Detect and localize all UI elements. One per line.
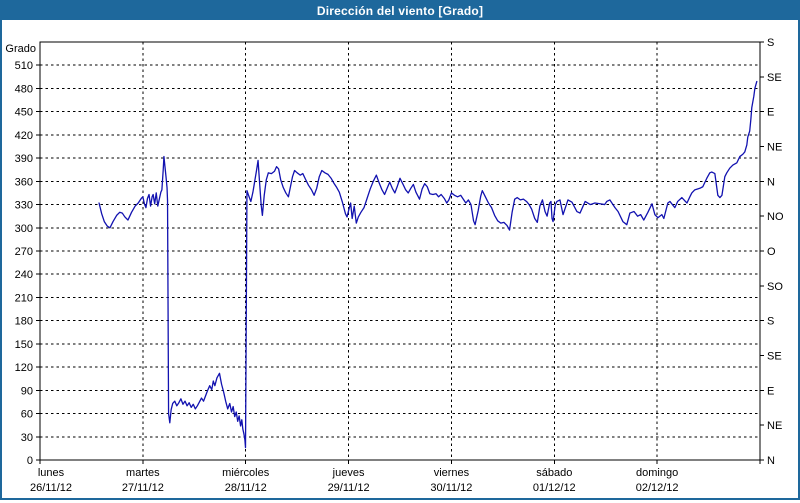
title-bar: Dirección del viento [Grado]: [2, 2, 798, 20]
compass-label: SE: [767, 72, 782, 84]
y-tick-label: 120: [15, 362, 33, 374]
date-label: 26/11/12: [30, 482, 72, 494]
compass-label: NE: [767, 142, 782, 154]
y-tick-label: 480: [15, 83, 33, 95]
date-label: 30/11/12: [430, 482, 472, 494]
y-tick-label: 90: [21, 385, 33, 397]
y-tick-label: 30: [21, 432, 33, 444]
y-tick-label: 510: [15, 60, 33, 72]
compass-label: N: [767, 176, 775, 188]
day-label: miércoles: [222, 467, 270, 479]
y-tick-label: 0: [27, 455, 33, 467]
wind-direction-line: [98, 80, 758, 449]
y-tick-label: 270: [15, 246, 33, 258]
day-label: viernes: [434, 467, 470, 479]
date-label: 28/11/12: [225, 482, 267, 494]
y-tick-label: 60: [21, 409, 33, 421]
compass-label: E: [767, 385, 774, 397]
chart-canvas: 0 30 60 90 120 150 180 210 240 270 300 330 360 390 420…: [5, 37, 784, 494]
y-tick-label: 330: [15, 200, 33, 212]
y-axis-title: Grado: [5, 43, 36, 55]
compass-label: S: [767, 37, 774, 49]
y-tick-label: 360: [15, 176, 33, 188]
chart-title: Dirección del viento [Grado]: [316, 4, 484, 18]
day-label: lunes: [38, 467, 65, 479]
day-label: martes: [126, 467, 160, 479]
compass-label: N: [767, 455, 775, 467]
day-label: jueves: [332, 467, 365, 479]
y-tick-label: 150: [15, 339, 33, 351]
compass-label: O: [767, 246, 776, 258]
y-tick-label: 180: [15, 316, 33, 328]
y-tick-label: 300: [15, 223, 33, 235]
y-tick-label: 390: [15, 153, 33, 165]
date-label: 01/12/12: [533, 482, 576, 494]
date-label: 27/11/12: [122, 482, 164, 494]
y-tick-label: 450: [15, 107, 33, 119]
chart-area: 0 30 60 90 120 150 180 210 240 270 300 330 360 390 420…: [2, 20, 798, 498]
y-tick-label: 240: [15, 269, 33, 281]
date-label: 02/12/12: [636, 482, 679, 494]
compass-label: NE: [767, 420, 782, 432]
compass-label: S: [767, 316, 774, 328]
y-tick-label: 210: [15, 292, 33, 304]
y-tick-label: 420: [15, 130, 33, 142]
compass-label: SO: [767, 281, 783, 293]
compass-label: SE: [767, 351, 782, 363]
day-label: sábado: [536, 467, 572, 479]
compass-label: NO: [767, 211, 784, 223]
date-label: 29/11/12: [328, 482, 370, 494]
day-label: domingo: [636, 467, 678, 479]
compass-label: E: [767, 107, 774, 119]
